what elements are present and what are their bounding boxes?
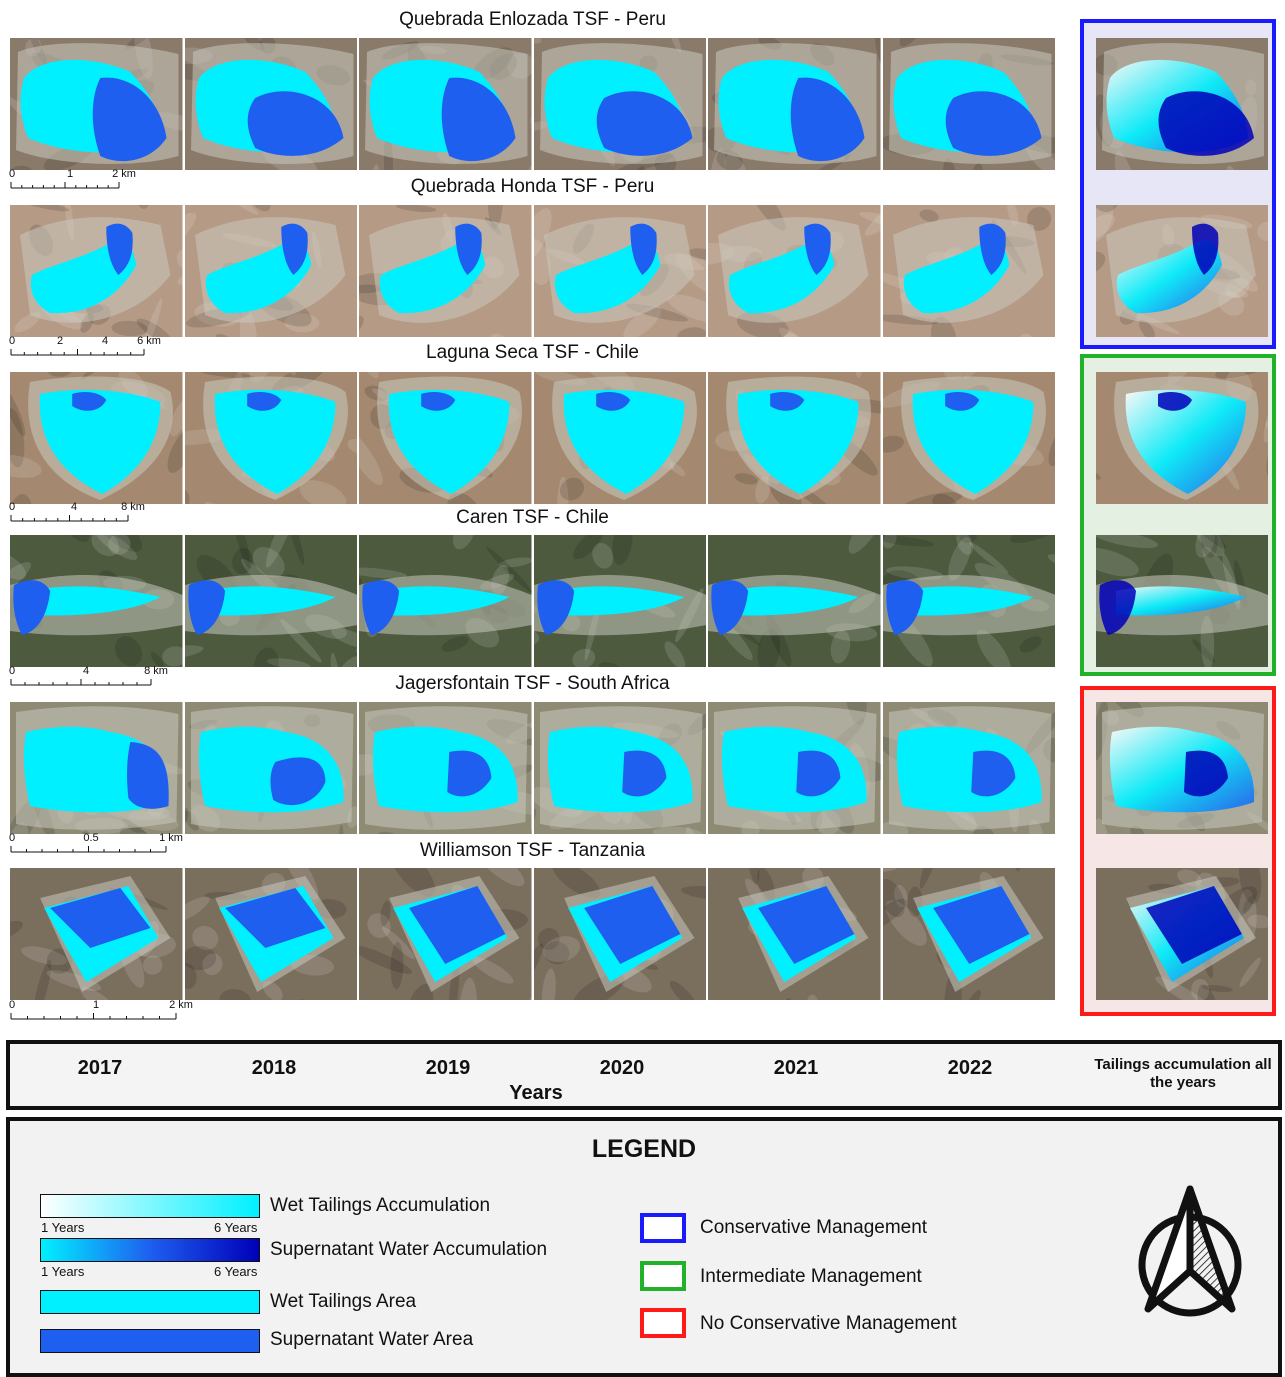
satellite-tile xyxy=(10,535,183,667)
water-accumulation-ramp xyxy=(40,1238,260,1262)
water-accum-min-label: 1 Years xyxy=(41,1264,84,1279)
accumulation-column-label: Tailings accumulation all the years xyxy=(1088,1056,1278,1092)
satellite-tile xyxy=(883,205,1056,337)
years-panel: 2017 2018 2019 2020 2021 2022 Years Tail… xyxy=(6,1040,1282,1110)
satellite-tile xyxy=(534,205,707,337)
intermediate-swatch xyxy=(640,1261,686,1291)
year-label-2021: 2021 xyxy=(726,1057,866,1080)
satellite-tile xyxy=(883,868,1056,1000)
accumulation-tile xyxy=(1096,205,1268,337)
accumulation-tile xyxy=(1096,868,1268,1000)
satellite-tile xyxy=(359,868,532,1000)
years-axis-label: Years xyxy=(10,1082,1062,1105)
wet-accum-min-label: 1 Years xyxy=(41,1220,84,1235)
intermediate-label: Intermediate Management xyxy=(700,1266,922,1288)
legend-title: LEGEND xyxy=(10,1135,1278,1164)
water-accumulation-label: Supernatant Water Accumulation xyxy=(270,1239,547,1261)
conservative-swatch xyxy=(640,1213,686,1243)
satellite-tile xyxy=(359,702,532,834)
water-area-swatch xyxy=(40,1329,260,1353)
satellite-tile xyxy=(185,38,358,170)
satellite-tile xyxy=(185,702,358,834)
wet-accumulation-label: Wet Tailings Accumulation xyxy=(270,1195,490,1217)
year-label-2017: 2017 xyxy=(30,1057,170,1080)
satellite-tile xyxy=(534,868,707,1000)
satellite-tile xyxy=(708,702,881,834)
satellite-tile xyxy=(359,38,532,170)
site-imagery-row xyxy=(10,702,1055,834)
accumulation-tile xyxy=(1096,702,1268,834)
year-label-2018: 2018 xyxy=(204,1057,344,1080)
satellite-tile xyxy=(708,535,881,667)
satellite-tile xyxy=(359,535,532,667)
satellite-tile xyxy=(534,38,707,170)
scale-bar-label: 0 xyxy=(9,999,15,1011)
water-area-label: Supernatant Water Area xyxy=(270,1329,473,1351)
site-title: Caren TSF - Chile xyxy=(10,507,1055,529)
satellite-tile xyxy=(883,702,1056,834)
scale-bar-label: 2 km xyxy=(169,999,193,1011)
satellite-tile xyxy=(708,38,881,170)
satellite-tile xyxy=(883,38,1056,170)
satellite-tile xyxy=(185,535,358,667)
year-label-2020: 2020 xyxy=(552,1057,692,1080)
satellite-tile xyxy=(185,205,358,337)
satellite-tile xyxy=(883,535,1056,667)
site-imagery-row xyxy=(10,535,1055,667)
satellite-tile xyxy=(10,38,183,170)
no-conservative-label: No Conservative Management xyxy=(700,1313,957,1335)
satellite-tile xyxy=(534,702,707,834)
year-label-2019: 2019 xyxy=(378,1057,518,1080)
satellite-tile xyxy=(708,372,881,504)
wet-area-label: Wet Tailings Area xyxy=(270,1291,416,1313)
site-title: Laguna Seca TSF - Chile xyxy=(10,342,1055,364)
site-imagery-row xyxy=(10,372,1055,504)
satellite-tile xyxy=(10,372,183,504)
water-accum-max-label: 6 Years xyxy=(214,1264,257,1279)
wet-accum-max-label: 6 Years xyxy=(214,1220,257,1235)
satellite-tile xyxy=(534,535,707,667)
site-title: Jagersfontain TSF - South Africa xyxy=(10,673,1055,695)
conservative-label: Conservative Management xyxy=(700,1217,927,1239)
wet-area-swatch xyxy=(40,1290,260,1314)
site-title: Quebrada Enlozada TSF - Peru xyxy=(10,9,1055,31)
accumulation-tile xyxy=(1096,38,1268,170)
accumulation-tile xyxy=(1096,535,1268,667)
site-imagery-row xyxy=(10,38,1055,170)
satellite-tile xyxy=(708,868,881,1000)
site-imagery-row xyxy=(10,205,1055,337)
satellite-tile xyxy=(708,205,881,337)
satellite-tile xyxy=(534,372,707,504)
satellite-tile xyxy=(10,702,183,834)
site-title: Quebrada Honda TSF - Peru xyxy=(10,176,1055,198)
scale-bar-label: 1 xyxy=(93,999,99,1011)
north-arrow-icon xyxy=(1130,1181,1250,1321)
wet-accumulation-ramp xyxy=(40,1194,260,1218)
site-title: Williamson TSF - Tanzania xyxy=(10,840,1055,862)
site-imagery-row xyxy=(10,868,1055,1000)
satellite-tile xyxy=(185,372,358,504)
no-conservative-swatch xyxy=(640,1308,686,1338)
satellite-tile xyxy=(359,372,532,504)
satellite-tile xyxy=(185,868,358,1000)
year-label-2022: 2022 xyxy=(900,1057,1040,1080)
accumulation-tile xyxy=(1096,372,1268,504)
satellite-tile xyxy=(10,205,183,337)
satellite-tile xyxy=(10,868,183,1000)
legend-panel: LEGEND Wet Tailings Accumulation 1 Years… xyxy=(6,1117,1282,1377)
satellite-tile xyxy=(359,205,532,337)
satellite-tile xyxy=(883,372,1056,504)
